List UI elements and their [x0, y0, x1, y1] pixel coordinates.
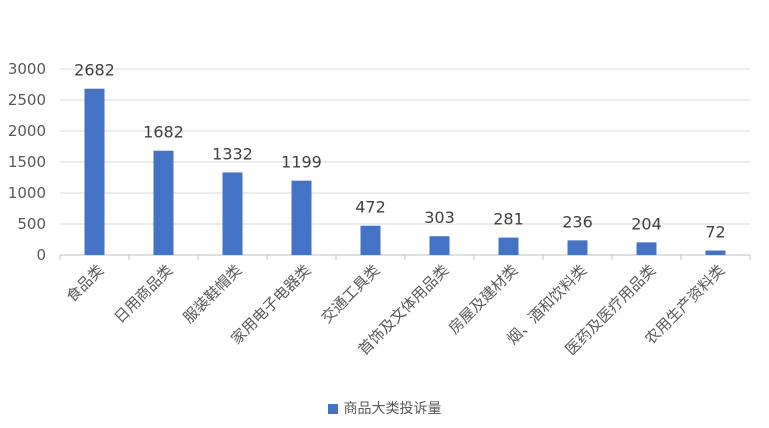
y-tick-label: 3000	[8, 60, 46, 78]
y-tick-label: 500	[17, 215, 46, 233]
legend-swatch	[327, 404, 338, 414]
data-label: 281	[493, 210, 524, 229]
bars	[84, 88, 726, 255]
bar	[705, 250, 726, 255]
bar	[222, 172, 243, 255]
x-tick-label: 房屋及建材类	[445, 261, 521, 337]
bar	[360, 225, 381, 255]
data-label: 72	[705, 223, 725, 242]
y-tick-label: 0	[36, 246, 46, 264]
bar	[429, 236, 450, 255]
data-label: 1199	[281, 153, 322, 172]
x-tick-label: 日用商品类	[111, 261, 177, 327]
legend-label: 商品大类投诉量	[343, 401, 442, 417]
y-tick-label: 1000	[8, 184, 46, 202]
y-axis: 0 500 1000 1500 2000 2500 3000	[8, 60, 46, 264]
x-tick-label: 服装鞋帽类	[180, 261, 246, 327]
gridlines	[60, 68, 750, 256]
data-label: 236	[562, 212, 593, 231]
y-tick-label: 2000	[8, 122, 46, 140]
x-tick-label: 食品类	[63, 261, 108, 306]
bar	[498, 237, 519, 255]
bar	[153, 150, 174, 255]
x-tick-label: 交通工具类	[318, 261, 384, 327]
y-tick-label: 2500	[8, 91, 46, 109]
data-labels: 2682 1682 1332 1199 472 303 281 236 204 72	[74, 61, 726, 242]
data-label: 472	[355, 198, 386, 217]
bar	[84, 88, 105, 255]
bar	[636, 242, 657, 255]
y-tick-label: 1500	[8, 153, 46, 171]
data-label: 1332	[212, 144, 253, 163]
bar	[291, 180, 312, 255]
data-label: 303	[424, 208, 455, 227]
data-label: 1682	[143, 123, 184, 142]
data-label: 204	[631, 214, 662, 233]
bar	[567, 240, 588, 255]
legend: 商品大类投诉量	[0, 398, 769, 418]
data-label: 2682	[74, 61, 115, 80]
